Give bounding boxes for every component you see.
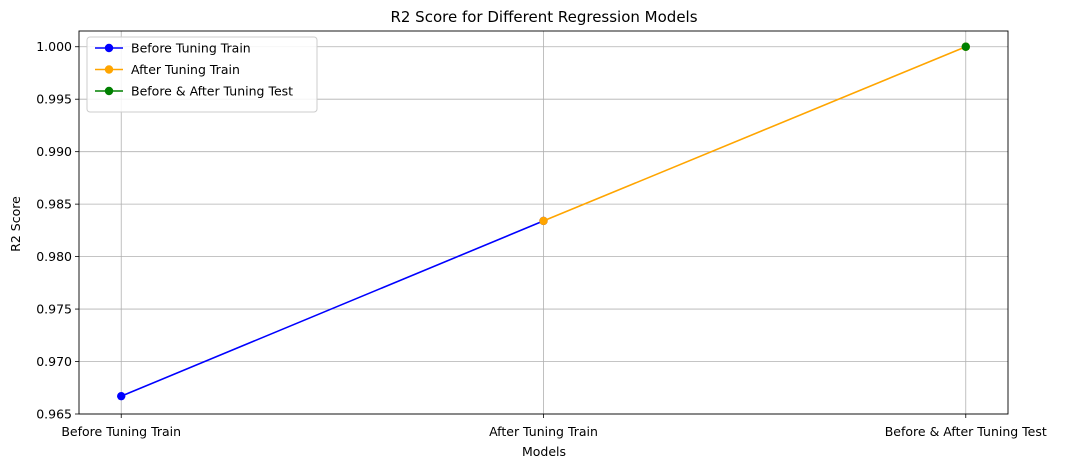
- legend: Before Tuning Train After Tuning Train Bef…: [86, 36, 318, 113]
- legend-marker: [104, 86, 114, 96]
- y-tick-label: 0.990: [36, 144, 72, 159]
- x-tick-label: After Tuning Train: [489, 424, 598, 439]
- legend-label: Before Tuning Train: [131, 41, 251, 56]
- legend-label: Before & After Tuning Test: [131, 84, 293, 99]
- data-point: [539, 216, 548, 226]
- y-tick-label: 0.965: [36, 407, 72, 422]
- legend-marker: [104, 65, 114, 74]
- series-line: [543, 46, 967, 222]
- series-layer: [117, 42, 970, 401]
- y-tick-label: 0.995: [36, 92, 72, 107]
- legend-entry: After Tuning Train: [95, 62, 240, 77]
- legend-entry: Before Tuning Train: [95, 41, 251, 56]
- x-axis-label: Models: [522, 444, 566, 459]
- series-3: [961, 42, 970, 51]
- y-tick-label: 0.970: [36, 354, 72, 369]
- legend-label: After Tuning Train: [131, 62, 240, 77]
- y-axis-label: R2 Score: [8, 196, 23, 252]
- chart-title: R2 Score for Different Regression Models: [390, 8, 697, 26]
- y-tick-label: 0.975: [36, 302, 72, 317]
- x-tick-label: Before Tuning Train: [61, 424, 181, 439]
- legend-entry: Before & After Tuning Test: [95, 84, 293, 99]
- x-tick-label: Before & After Tuning Test: [885, 424, 1047, 439]
- y-tick-label: 1.000: [36, 39, 72, 54]
- data-point: [961, 42, 970, 51]
- data-point: [117, 391, 126, 401]
- legend-box: [86, 36, 318, 113]
- ticks-layer: 0.965 0.970 0.975 0.980 0.985 0.990 0.995 1.000…: [36, 39, 1047, 439]
- y-tick-label: 0.980: [36, 249, 72, 264]
- series-line: [120, 220, 544, 397]
- legend-marker: [104, 43, 114, 53]
- y-tick-label: 0.985: [36, 197, 72, 212]
